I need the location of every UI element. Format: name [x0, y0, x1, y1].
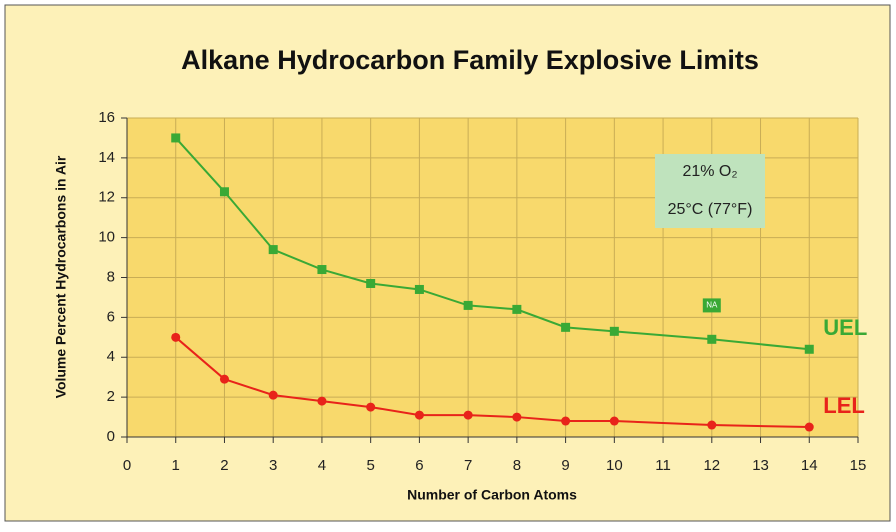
series-label: LEL — [823, 393, 865, 418]
marker — [609, 416, 619, 426]
y-tick-label: 16 — [98, 109, 115, 126]
marker — [366, 402, 376, 412]
marker — [268, 390, 278, 400]
marker — [366, 278, 376, 288]
y-tick-label: 0 — [107, 428, 115, 445]
marker — [561, 322, 571, 332]
x-tick-label: 6 — [415, 457, 423, 474]
marker — [707, 420, 717, 430]
x-tick-label: 7 — [464, 457, 472, 474]
marker — [171, 332, 181, 342]
marker — [414, 410, 424, 420]
y-tick-label: 4 — [107, 348, 115, 365]
x-tick-label: 10 — [606, 457, 623, 474]
x-tick-label: 5 — [366, 457, 374, 474]
marker — [609, 326, 619, 336]
x-tick-label: 4 — [318, 457, 326, 474]
condition-text: 21% O₂ — [682, 163, 737, 180]
x-tick-label: 14 — [801, 457, 818, 474]
marker — [317, 265, 327, 275]
annotation: NA — [706, 301, 718, 310]
annotation-box — [702, 298, 721, 313]
y-tick-label: 2 — [107, 388, 115, 405]
marker — [804, 422, 814, 432]
x-tick-label: 0 — [123, 457, 131, 474]
x-tick-label: 11 — [655, 457, 671, 474]
x-tick-label: 8 — [513, 457, 521, 474]
condition-text: 25°C (77°F) — [668, 201, 753, 218]
marker — [512, 304, 522, 314]
x-axis-label: Number of Carbon Atoms — [407, 487, 577, 503]
chart-title: Alkane Hydrocarbon Family Explosive Limi… — [181, 45, 759, 75]
marker — [463, 300, 473, 310]
series-label: UEL — [823, 315, 867, 340]
x-tick-label: 1 — [172, 457, 180, 474]
marker — [463, 410, 473, 420]
y-tick-label: 14 — [98, 149, 115, 166]
marker — [414, 284, 424, 294]
marker — [268, 245, 278, 255]
marker — [317, 396, 327, 406]
marker — [219, 187, 229, 197]
x-tick-label: 12 — [703, 457, 720, 474]
x-tick-label: 3 — [269, 457, 277, 474]
x-tick-label: 15 — [850, 457, 867, 474]
x-tick-label: 13 — [752, 457, 769, 474]
y-axis-label: Volume Percent Hydrocarbons in Air — [53, 155, 69, 398]
y-tick-label: 6 — [107, 308, 115, 325]
y-tick-label: 8 — [107, 268, 115, 285]
marker — [512, 412, 522, 422]
marker — [171, 133, 181, 143]
marker — [219, 374, 229, 384]
series-line — [174, 137, 810, 351]
series-line — [175, 336, 810, 429]
y-tick-label: 12 — [98, 189, 115, 206]
y-tick-label: 10 — [98, 229, 115, 246]
marker — [707, 334, 717, 344]
conditions-box — [655, 154, 765, 228]
marker — [804, 344, 814, 354]
marker — [561, 416, 571, 426]
x-tick-label: 2 — [220, 457, 228, 474]
x-tick-label: 9 — [561, 457, 569, 474]
